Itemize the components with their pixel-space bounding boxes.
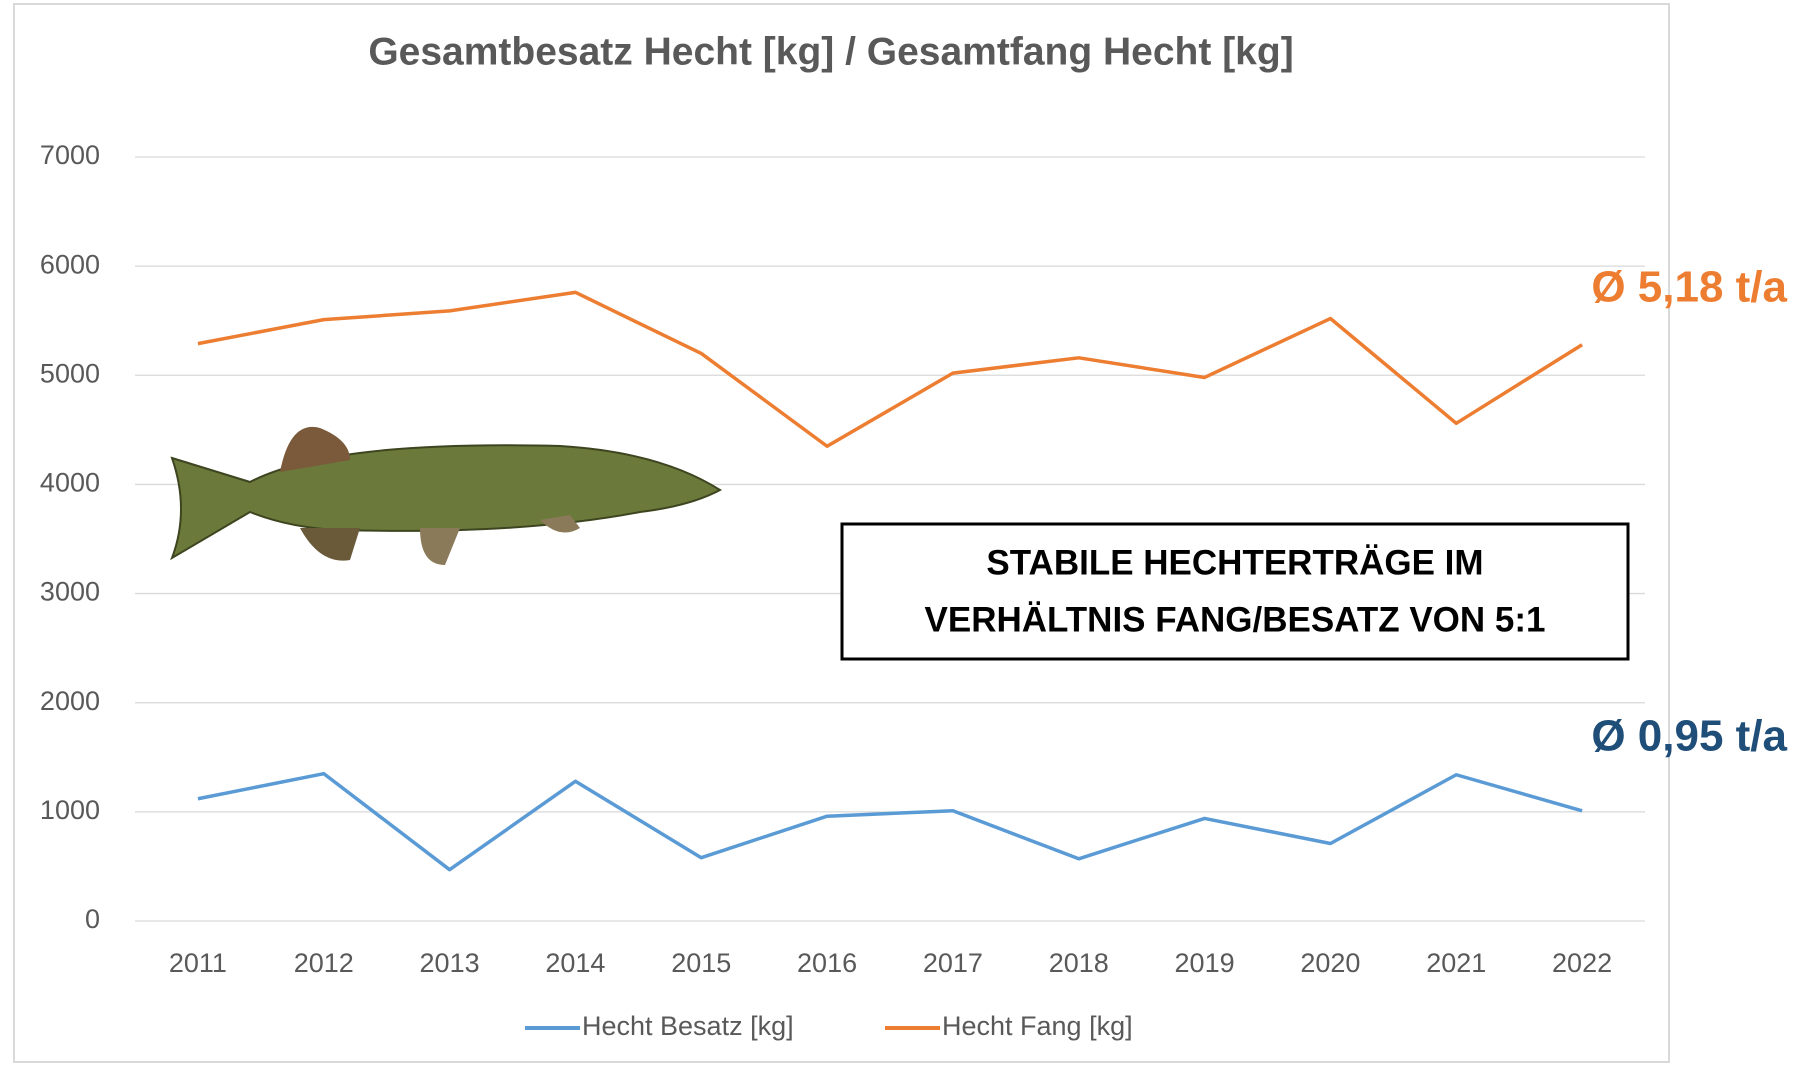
x-tick-label: 2020 [1300, 948, 1360, 978]
data-line [197, 771, 1583, 872]
average-annotation: Ø 0,95 t/a [1591, 712, 1787, 761]
y-tick-label: 2000 [40, 686, 100, 716]
legend-label: Hecht Fang [kg] [942, 1011, 1133, 1041]
box-line: STABILE HECHTERTRÄGE IM [986, 543, 1483, 582]
x-tick-label: 2014 [545, 948, 605, 978]
average-annotation: Ø 5,18 t/a [1591, 263, 1787, 312]
box-line: VERHÄLTNIS FANG/BESATZ VON 5:1 [925, 600, 1546, 639]
y-tick-label: 3000 [40, 577, 100, 607]
x-tick-label: 2018 [1049, 948, 1109, 978]
x-tick-label: 2013 [420, 948, 480, 978]
pike-illustration [170, 426, 722, 565]
x-tick-label: 2019 [1175, 948, 1235, 978]
legend-label: Hecht Besatz [kg] [582, 1011, 794, 1041]
x-tick-label: 2015 [671, 948, 731, 978]
chart-title: Gesamtbesatz Hecht [kg] / Gesamtfang Hec… [368, 30, 1293, 73]
y-tick-label: 1000 [40, 795, 100, 825]
summary-box: STABILE HECHTERTRÄGE IM VERHÄLTNIS FANG/… [840, 522, 1630, 661]
x-tick-label: 2012 [294, 948, 354, 978]
y-tick-label: 6000 [40, 249, 100, 279]
x-tick-label: 2011 [169, 948, 227, 978]
data-line [197, 290, 1584, 448]
x-tick-label: 2017 [923, 948, 983, 978]
y-tick-label: 0 [85, 904, 100, 934]
y-tick-label: 7000 [40, 140, 100, 170]
x-tick-label: 2022 [1552, 948, 1612, 978]
y-tick-label: 5000 [40, 358, 100, 388]
x-tick-label: 2016 [797, 948, 857, 978]
x-tick-label: 2021 [1426, 948, 1486, 978]
y-tick-label: 4000 [40, 468, 100, 498]
